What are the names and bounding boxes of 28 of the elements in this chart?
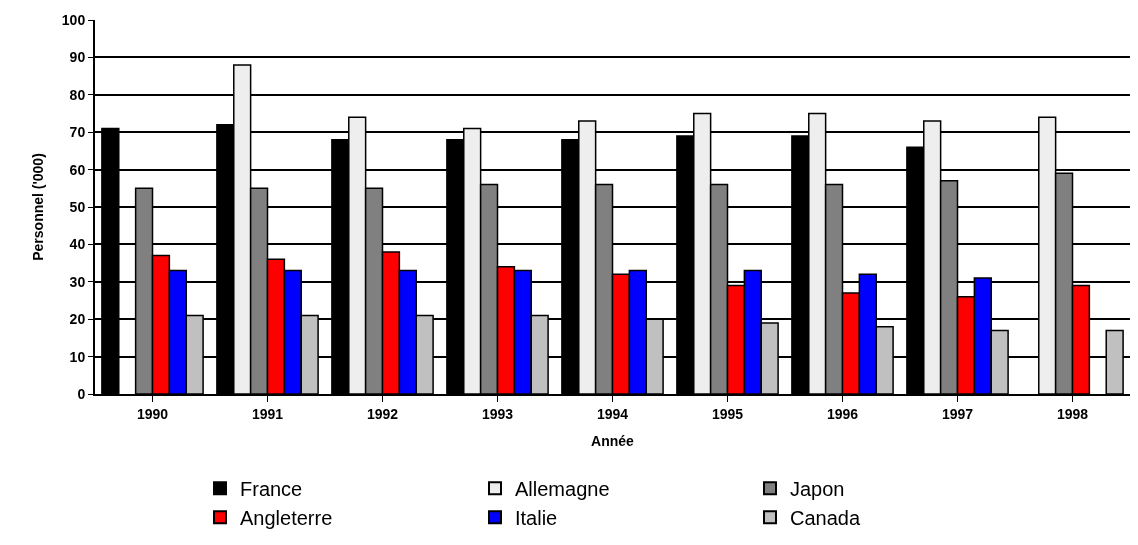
x-tick-label: 1990 <box>136 405 169 422</box>
legend-label: Canada <box>790 507 861 530</box>
x-tick-label: 1991 <box>251 405 284 422</box>
y-tick-label: 60 <box>69 161 86 178</box>
x-tick-label: 1998 <box>1056 405 1089 422</box>
y-tick-label: 80 <box>69 86 86 103</box>
x-tick-label: 1993 <box>481 405 514 422</box>
y-tick-label: 30 <box>69 273 86 290</box>
y-tick-label: 50 <box>69 198 86 215</box>
legend-label: France <box>240 478 303 501</box>
y-tick-label: 0 <box>77 385 86 402</box>
y-axis-title: Personnel ('000) <box>29 153 46 261</box>
x-tick-label: 1995 <box>711 405 744 422</box>
legend-label: Allemagne <box>515 478 610 501</box>
y-tick-label: 40 <box>69 236 86 253</box>
y-tick-label: 90 <box>69 49 86 66</box>
y-tick-label: 20 <box>69 311 86 328</box>
x-tick-label: 1992 <box>366 405 399 422</box>
x-tick-label: 1994 <box>596 405 629 422</box>
legend-label: Angleterre <box>240 507 333 530</box>
x-tick-label: 1997 <box>941 405 974 422</box>
y-tick-label: 10 <box>69 348 86 365</box>
y-tick-label: 100 <box>61 11 86 28</box>
x-axis-title: Année <box>591 432 635 449</box>
x-tick-label: 1996 <box>826 405 859 422</box>
legend-label: Japon <box>790 478 845 501</box>
y-tick-label: 70 <box>69 124 86 141</box>
legend-label: Italie <box>515 507 558 530</box>
